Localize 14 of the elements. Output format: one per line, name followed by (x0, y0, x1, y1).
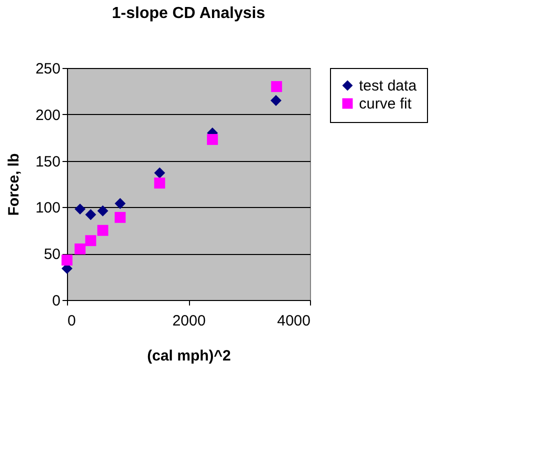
x-tick-label: 2000 (172, 312, 206, 330)
y-tick-label: 200 (35, 106, 60, 124)
x-axis-title: (cal mph)^2 (147, 348, 231, 364)
x-tick-label: 0 (68, 312, 76, 330)
y-axis-title: Force, lb (5, 153, 22, 216)
y-tick-label: 50 (44, 246, 60, 264)
y-tick-label: 0 (52, 292, 60, 310)
y-tick-label: 150 (35, 153, 60, 170)
x-tick-label: 4000 (277, 312, 310, 330)
chart-title: 1-slope CD Analysis (112, 5, 266, 22)
legend-label: test data (359, 78, 418, 94)
y-tick-label: 100 (35, 200, 60, 217)
legend-label: curve fit (359, 96, 412, 112)
y-tick-label: 250 (35, 60, 60, 78)
